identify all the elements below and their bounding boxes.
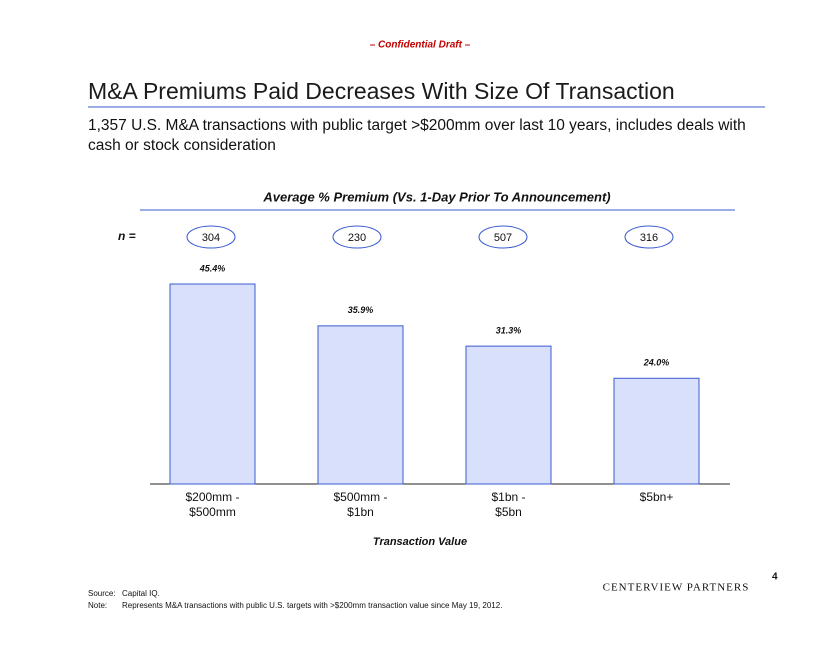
count-bubble xyxy=(478,225,528,249)
page-number: 4 xyxy=(772,572,778,583)
x-axis-label: Transaction Value xyxy=(373,536,467,548)
bar xyxy=(465,345,552,485)
subtitle: 1,357 U.S. M&A transactions with public … xyxy=(88,117,746,154)
source-label: Source: xyxy=(88,589,116,598)
bar xyxy=(169,283,256,485)
count-bubble xyxy=(186,225,236,249)
value-label: 31.3% xyxy=(496,325,522,335)
value-label: 45.4% xyxy=(199,263,226,273)
note-label: Note: xyxy=(88,601,107,610)
count: 304 xyxy=(202,232,220,244)
chart-title: Average % Premium (Vs. 1-Day Prior To An… xyxy=(262,189,610,204)
value-label: 24.0% xyxy=(643,358,670,368)
source: Capital IQ. xyxy=(122,589,160,598)
count: 316 xyxy=(640,232,658,244)
slide-title: M&A Premiums Paid Decreases With Size Of… xyxy=(88,78,675,104)
count-label: n = xyxy=(118,229,136,243)
x-tick-label: $500mm - $1bn xyxy=(333,490,388,519)
count-bubble xyxy=(332,225,382,249)
x-tick-label: $5bn+ xyxy=(639,490,674,504)
count: 507 xyxy=(494,232,512,244)
x-tick-label: $200mm - $500mm xyxy=(185,490,240,519)
logo: CENTERVIEW PARTNERS xyxy=(603,582,750,594)
value-label: 35.9% xyxy=(348,305,374,315)
x-tick-label: $1bn - $5bn xyxy=(491,490,526,519)
confidential: – Confidential Draft – xyxy=(370,40,471,51)
count-bubble xyxy=(624,225,674,249)
bar xyxy=(317,325,404,485)
note: Represents M&A transactions with public … xyxy=(122,601,502,610)
count: 230 xyxy=(348,232,366,244)
bar xyxy=(613,377,700,485)
